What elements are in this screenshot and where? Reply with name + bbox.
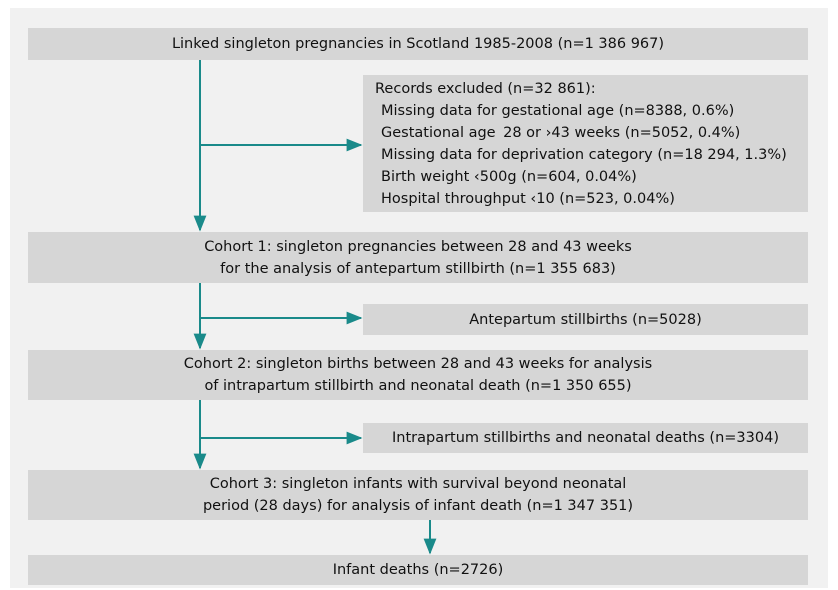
box-text: Hospital throughput ‹10 (n=523, 0.04%) — [381, 190, 675, 207]
box-text: Missing data for deprivation category (n… — [381, 146, 787, 163]
box-text: period (28 days) for analysis of infant … — [202, 498, 634, 514]
flow-box: Cohort 3: singleton infants with surviva… — [28, 470, 808, 520]
box-text: Antepartum stillbirths (n=5028) — [469, 311, 702, 328]
box-text: Birth weight ‹500g (n=604, 0.04%) — [381, 168, 637, 185]
box-text: Cohort 1: singleton pregnancies between … — [204, 238, 632, 255]
flow-box: Records excluded (n=32 861): Missing data… — [363, 75, 808, 212]
flow-box: Antepartum stillbirths (n=5028) — [363, 304, 808, 335]
box-text: for the analysis of antepartum stillbirt… — [220, 260, 616, 277]
flow-box: Cohort 2: singleton births between 28 an… — [28, 350, 808, 400]
box-text: of intrapartum stillbirth and neonatal d… — [204, 378, 632, 394]
flow-box: Intrapartum stillbirths and neonatal dea… — [363, 423, 808, 453]
box-text: Linked singleton pregnancies in Scotland… — [171, 36, 665, 52]
flow-box: Infant deaths (n=2726) — [28, 555, 808, 585]
flow-box: Linked singleton pregnancies in Scotland… — [28, 28, 808, 60]
box-text: Intrapartum stillbirths and neonatal dea… — [392, 430, 779, 446]
box-text: Cohort 2: singleton births between 28 an… — [183, 356, 653, 372]
box-text: Infant deaths (n=2726) — [332, 562, 504, 578]
box-text: Records excluded (n=32 861): — [375, 80, 596, 97]
flow-box: Cohort 1: singleton pregnancies between … — [28, 232, 808, 283]
box-text: Cohort 3: singleton infants with surviva… — [209, 476, 627, 492]
box-text: Gestational age 28 or ›43 weeks (n=5052,… — [381, 124, 741, 141]
box-text: Missing data for gestational age (n=8388… — [381, 102, 735, 119]
